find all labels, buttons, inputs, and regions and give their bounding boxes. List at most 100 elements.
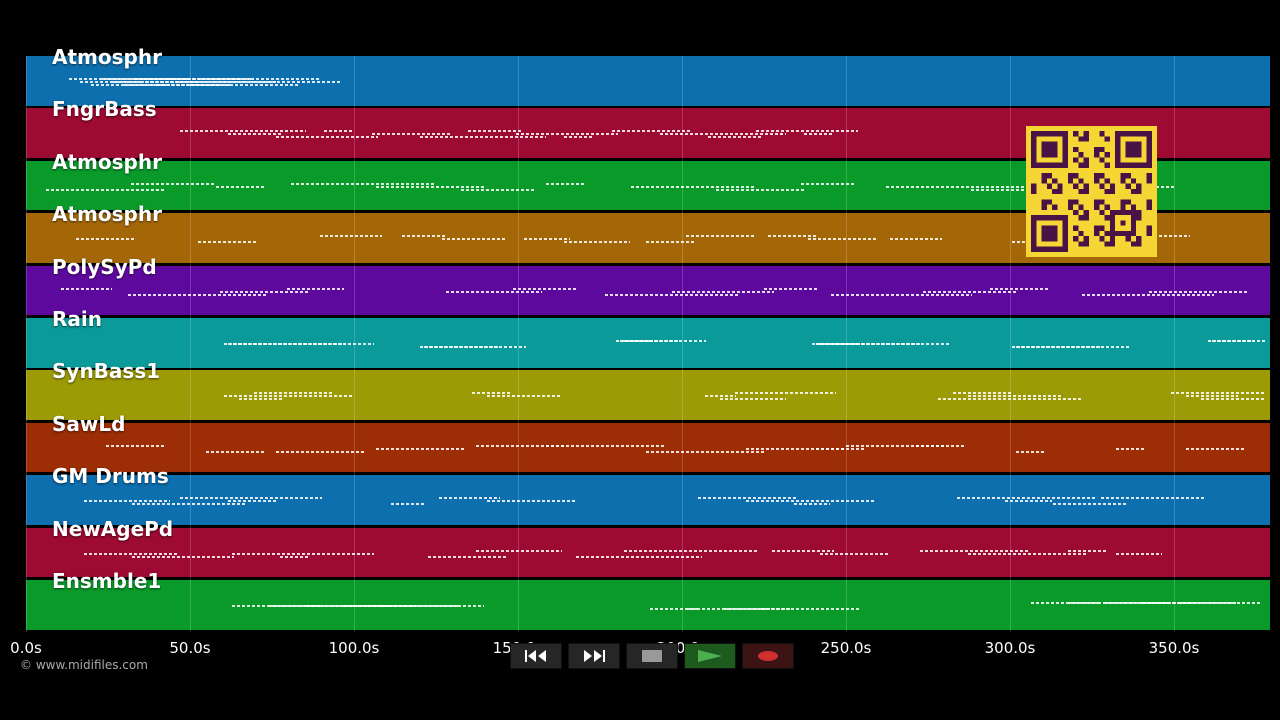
track-label: Atmosphr bbox=[52, 45, 162, 69]
midi-note-segment bbox=[953, 392, 1012, 395]
track-band bbox=[26, 370, 1270, 420]
midi-note-segment bbox=[254, 392, 334, 395]
midi-note-segment bbox=[516, 133, 618, 136]
grid-line bbox=[1010, 56, 1011, 632]
midi-note-segment bbox=[84, 552, 178, 555]
midi-note-segment bbox=[1186, 395, 1238, 398]
midi-note-segment bbox=[476, 549, 562, 552]
midi-note-segment bbox=[546, 444, 666, 447]
midi-note-segment bbox=[84, 500, 170, 503]
midi-note-segment bbox=[524, 238, 570, 241]
midi-note-segment bbox=[206, 450, 266, 453]
midi-note-segment bbox=[468, 130, 522, 133]
midi-note-segment bbox=[276, 136, 378, 139]
copyright-text: © www.midifiles.com bbox=[20, 658, 148, 672]
midi-note-segment bbox=[716, 188, 806, 191]
track-band bbox=[26, 475, 1270, 525]
midi-note-segment bbox=[446, 290, 542, 293]
midi-note-segment bbox=[1141, 185, 1176, 188]
fast-forward-button[interactable] bbox=[568, 643, 620, 669]
midi-note-segment bbox=[698, 497, 798, 500]
midi-note-segment bbox=[487, 500, 576, 503]
midi-note-segment bbox=[224, 395, 354, 398]
track-label: SawLd bbox=[52, 411, 126, 436]
midi-note-segment bbox=[705, 395, 736, 398]
midi-note-segment bbox=[1142, 602, 1262, 604]
midi-note-segment bbox=[564, 241, 630, 244]
midi-note-segment bbox=[772, 549, 834, 552]
midi-note-segment bbox=[128, 293, 266, 296]
midi-note-segment bbox=[232, 605, 322, 607]
midi-note-segment bbox=[132, 555, 234, 558]
midi-note-segment bbox=[1134, 235, 1190, 238]
midi-note-segment bbox=[890, 238, 942, 241]
midi-note-segment bbox=[631, 185, 756, 188]
rewind-button[interactable] bbox=[510, 643, 562, 669]
track-label: Rain bbox=[52, 307, 102, 331]
midi-note-segment bbox=[846, 444, 966, 447]
midi-note-segment bbox=[756, 130, 858, 133]
midi-note-segment bbox=[61, 287, 112, 290]
fast-forward-icon bbox=[584, 650, 605, 662]
midi-note-segment bbox=[968, 395, 1062, 398]
midi-note-segment bbox=[324, 130, 354, 133]
midi-note-segment bbox=[402, 235, 446, 238]
midi-note-segment bbox=[761, 608, 860, 610]
midi-note-segment bbox=[923, 290, 1016, 293]
midi-note-segment bbox=[269, 605, 416, 607]
midi-note-segment bbox=[76, 238, 134, 241]
midi-note-segment bbox=[764, 287, 818, 290]
track-label: Ensmble1 bbox=[52, 569, 162, 593]
midi-note-segment bbox=[239, 398, 284, 401]
grid-line bbox=[682, 56, 683, 632]
midi-note-segment bbox=[612, 130, 690, 133]
time-tick-label: 100.0s bbox=[328, 639, 380, 657]
midi-note-segment bbox=[624, 549, 758, 552]
track-label: FngrBass bbox=[52, 97, 157, 122]
midi-note-segment bbox=[228, 500, 278, 503]
midi-note-segment bbox=[831, 293, 972, 296]
midi-note-segment bbox=[708, 136, 762, 139]
time-tick-label: 300.0s bbox=[984, 639, 1036, 657]
qr-code bbox=[1026, 126, 1157, 257]
track-band bbox=[26, 56, 1270, 106]
midi-note-segment bbox=[280, 555, 310, 558]
midi-note-segment bbox=[812, 343, 922, 345]
midi-note-segment bbox=[428, 555, 506, 558]
time-tick-label: 50.0s bbox=[169, 639, 211, 657]
midi-note-segment bbox=[276, 450, 366, 453]
play-button[interactable] bbox=[684, 643, 736, 669]
midi-note-segment bbox=[376, 185, 486, 188]
midi-note-segment bbox=[232, 552, 374, 555]
midi-note-segment bbox=[886, 185, 1026, 188]
midi-note-segment bbox=[968, 552, 1086, 555]
record-button[interactable] bbox=[742, 643, 794, 669]
track-label: PolySyPd bbox=[52, 254, 157, 279]
grid-line bbox=[1174, 56, 1175, 632]
midi-note-segment bbox=[564, 136, 594, 139]
midi-note-segment bbox=[804, 133, 834, 136]
midi-note-segment bbox=[808, 238, 878, 241]
time-tick-label: 350.0s bbox=[1148, 639, 1200, 657]
midi-note-segment bbox=[376, 447, 466, 450]
midi-note-segment bbox=[686, 235, 754, 238]
midi-note-segment bbox=[228, 133, 282, 136]
midi-note-segment bbox=[646, 450, 766, 453]
midi-note-segment bbox=[1016, 450, 1046, 453]
midi-note-segment bbox=[1068, 549, 1106, 552]
midi-note-segment bbox=[513, 287, 576, 290]
midi-note-segment bbox=[216, 185, 266, 188]
midi-note-segment bbox=[106, 444, 166, 447]
midi-note-segment bbox=[420, 346, 498, 348]
midi-note-segment bbox=[420, 136, 546, 139]
track-band bbox=[26, 422, 1270, 473]
midi-note-segment bbox=[1031, 602, 1100, 604]
midi-note-segment bbox=[113, 81, 144, 83]
stop-button[interactable] bbox=[626, 643, 678, 669]
midi-note-segment bbox=[1149, 290, 1248, 293]
track-band bbox=[26, 265, 1270, 316]
midi-note-segment bbox=[735, 392, 836, 395]
midi-note-segment bbox=[916, 444, 946, 447]
midi-note-segment bbox=[746, 447, 866, 450]
midi-note-segment bbox=[801, 182, 856, 185]
